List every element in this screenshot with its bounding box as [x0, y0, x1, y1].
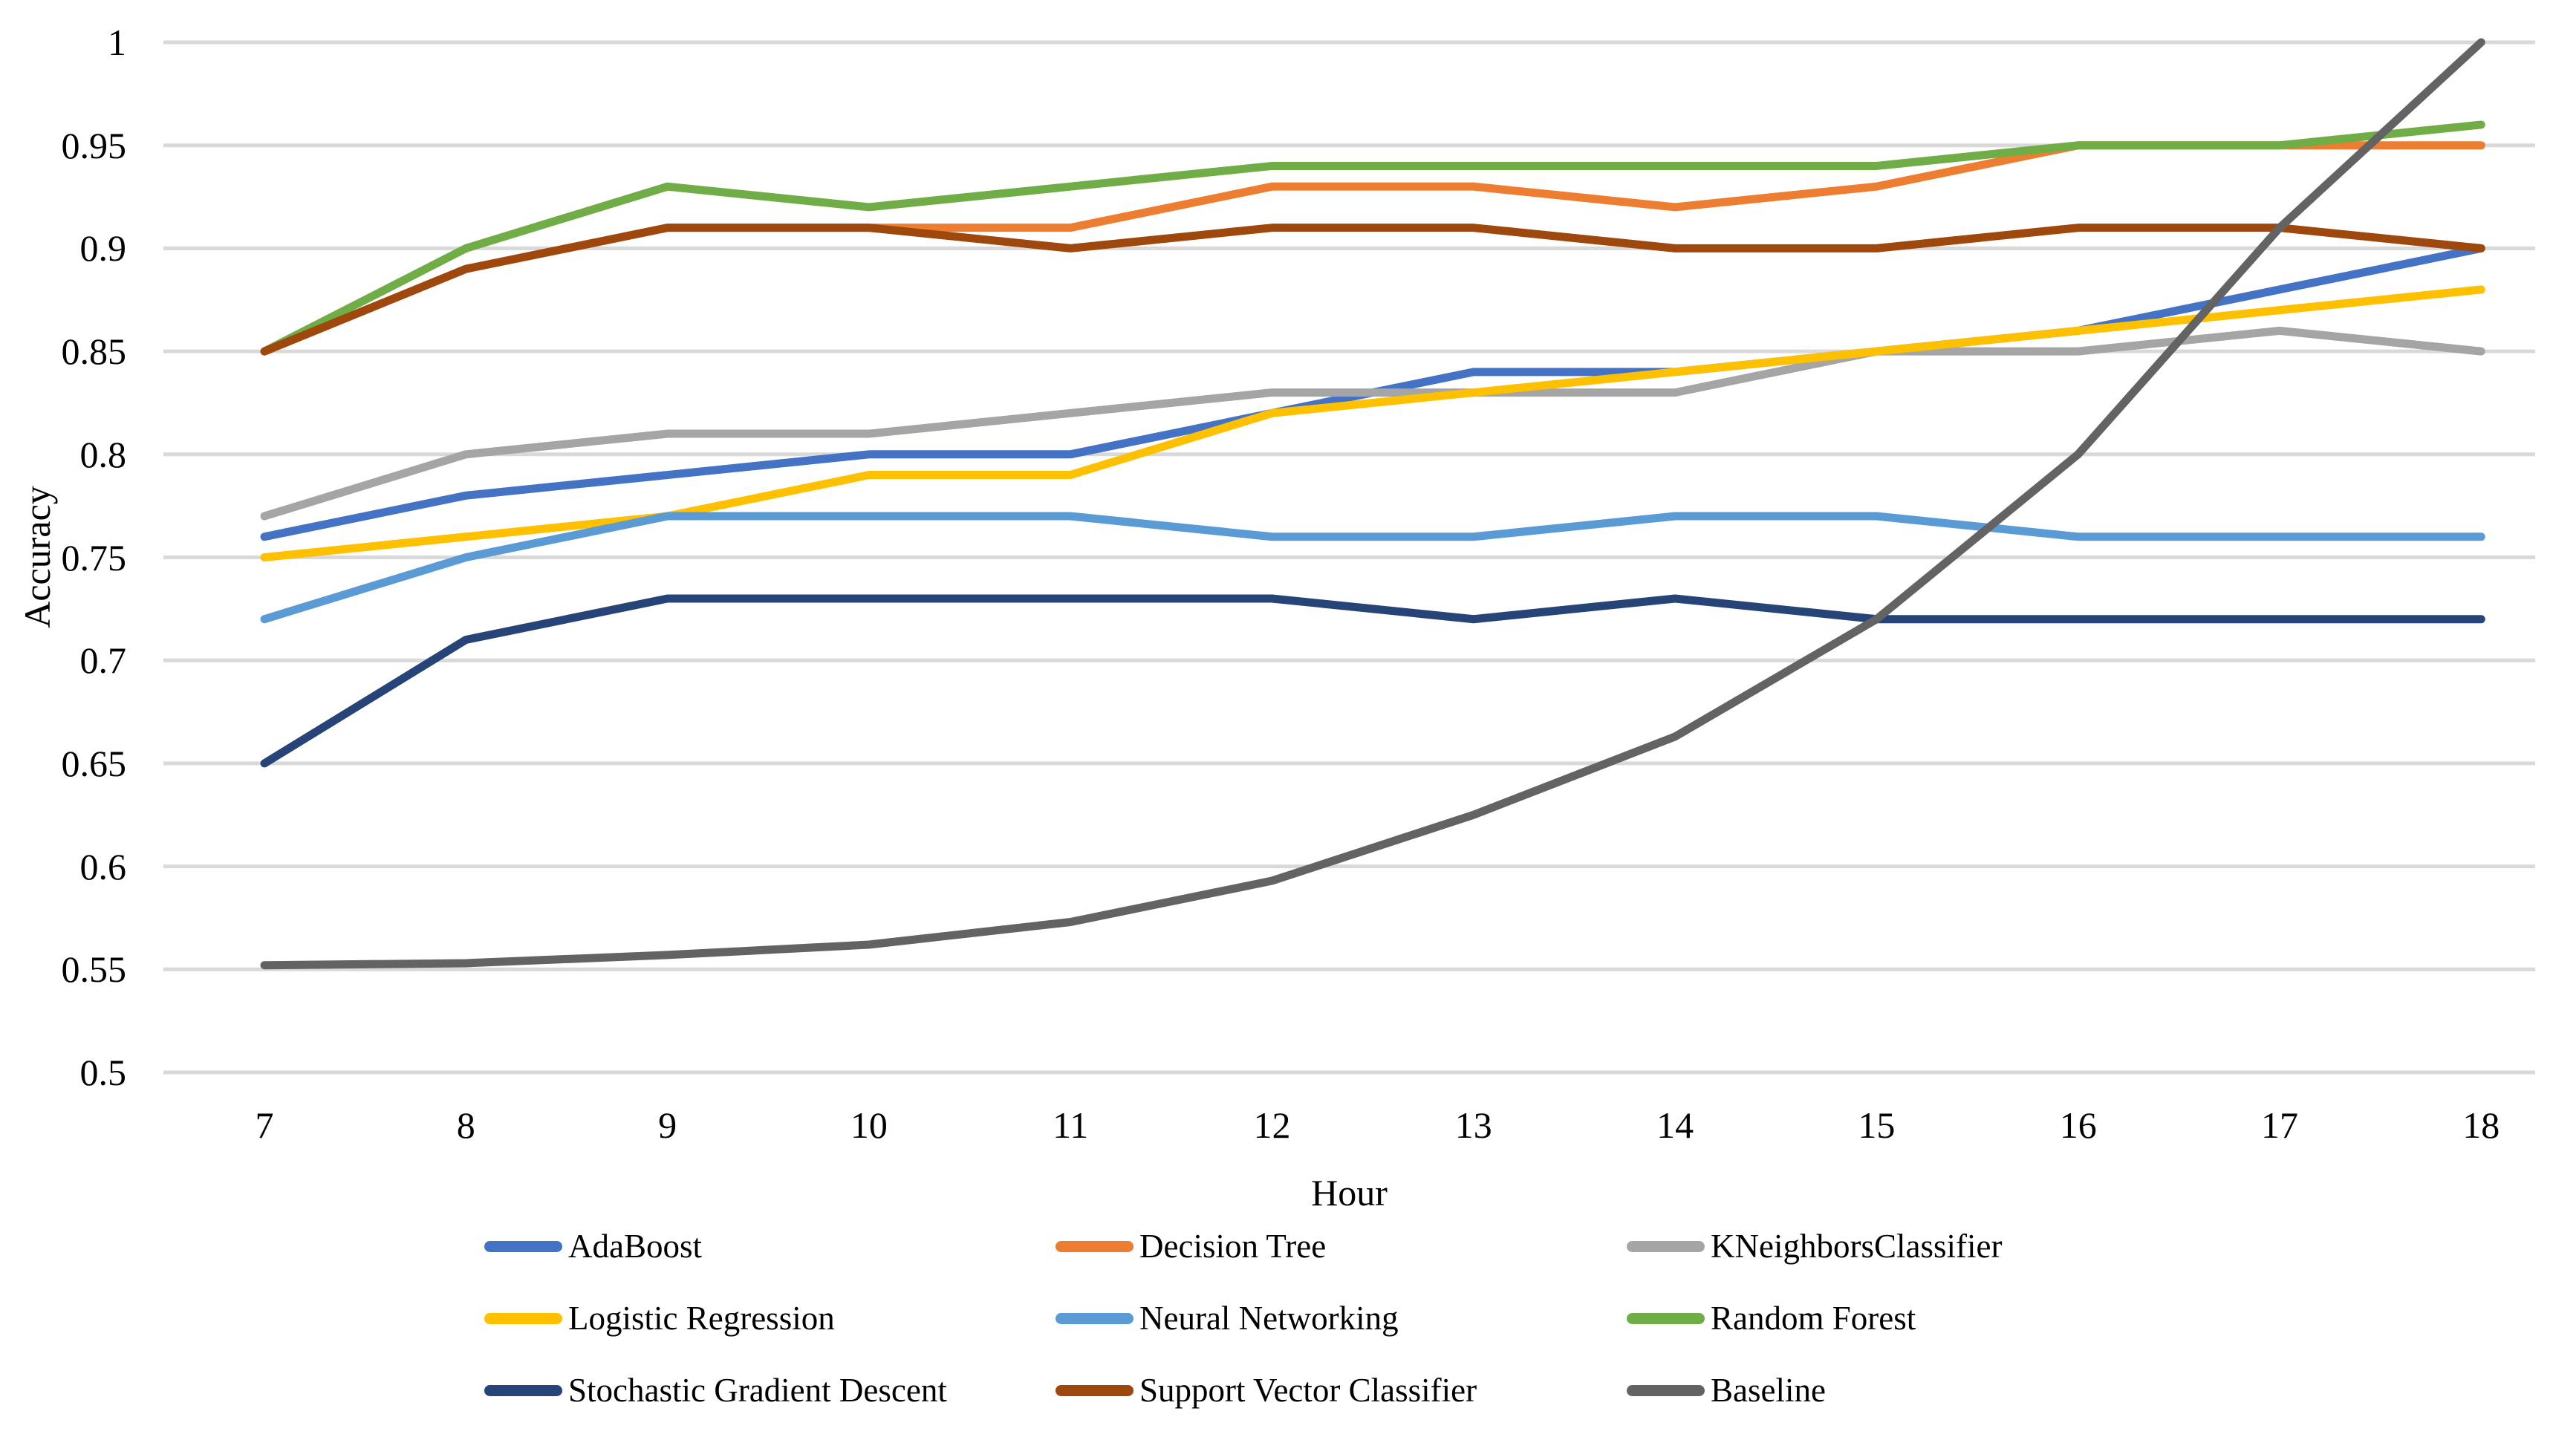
x-tick-label: 12: [1253, 1104, 1291, 1146]
y-tick-label: 0.95: [61, 124, 127, 166]
legend-item-label: AdaBoost: [568, 1228, 702, 1265]
legend-item-label: Neural Networking: [1139, 1300, 1399, 1337]
x-tick-label: 10: [850, 1104, 888, 1146]
legend-item-neural-networking: Neural Networking: [1056, 1297, 1399, 1339]
x-tick-label: 13: [1454, 1104, 1492, 1146]
x-tick-label: 16: [2059, 1104, 2097, 1146]
series-line-kneighborsclassifier: [260, 326, 2485, 521]
legend-item-label: KNeighborsClassifier: [1711, 1228, 2003, 1265]
y-tick-label: 0.85: [61, 330, 127, 373]
legend-swatch-icon: [1627, 1384, 1705, 1396]
y-tick-label: 0.7: [79, 639, 127, 682]
y-tick-label: 0.6: [79, 845, 127, 887]
legend-item-adaboost: AdaBoost: [484, 1225, 702, 1267]
series-line-neural-networking: [260, 512, 2485, 624]
legend-item-kneighborsclassifier: KNeighborsClassifier: [1627, 1225, 2002, 1267]
series-line-logistic-regression: [260, 285, 2485, 561]
y-tick-label: 0.55: [61, 948, 127, 991]
legend-item-label: Logistic Regression: [568, 1300, 835, 1337]
legend-item-support-vector-classifier: Support Vector Classifier: [1056, 1369, 1477, 1411]
legend-item-random-forest: Random Forest: [1627, 1297, 1916, 1339]
x-tick-label: 9: [658, 1104, 677, 1146]
y-tick-label: 1: [108, 22, 126, 63]
x-tick-label: 7: [255, 1104, 274, 1146]
legend-swatch-icon: [1056, 1384, 1133, 1396]
series-line-stochastic-gradient-descent: [260, 594, 2485, 768]
series-line-baseline: [260, 38, 2485, 970]
y-tick-label: 0.75: [61, 536, 127, 579]
legend-swatch-icon: [1627, 1312, 1705, 1324]
legend-swatch-icon: [484, 1240, 562, 1252]
legend-item-label: Baseline: [1711, 1372, 1826, 1409]
x-tick-label: 8: [456, 1104, 475, 1146]
x-axis-title: Hour: [1311, 1172, 1388, 1213]
x-tick-label: 11: [1053, 1104, 1089, 1146]
x-tick-label: 14: [1656, 1104, 1694, 1146]
legend-item-label: Stochastic Gradient Descent: [568, 1372, 947, 1409]
legend-item-baseline: Baseline: [1627, 1369, 1826, 1411]
legend-swatch-icon: [1627, 1240, 1705, 1252]
legend-item-stochastic-gradient-descent: Stochastic Gradient Descent: [484, 1369, 947, 1411]
series-line-random-forest: [260, 120, 2485, 356]
legend-swatch-icon: [484, 1384, 562, 1396]
legend-item-label: Random Forest: [1711, 1300, 1916, 1337]
series-line-support-vector-classifier: [260, 224, 2485, 356]
y-tick-label: 0.5: [79, 1052, 127, 1093]
legend-item-label: Decision Tree: [1139, 1228, 1327, 1265]
legend-item-label: Support Vector Classifier: [1139, 1372, 1477, 1409]
legend-swatch-icon: [484, 1312, 562, 1324]
y-tick-label: 0.65: [61, 742, 127, 784]
legend-item-logistic-regression: Logistic Regression: [484, 1297, 835, 1339]
legend-item-decision-tree: Decision Tree: [1056, 1225, 1326, 1267]
x-tick-label: 17: [2261, 1104, 2298, 1146]
legend-swatch-icon: [1056, 1312, 1133, 1324]
x-tick-label: 15: [1858, 1104, 1896, 1146]
legend-swatch-icon: [1056, 1240, 1133, 1252]
x-tick-label: 18: [2462, 1104, 2500, 1146]
y-tick-label: 0.9: [79, 227, 127, 270]
y-tick-label: 0.8: [79, 433, 127, 475]
